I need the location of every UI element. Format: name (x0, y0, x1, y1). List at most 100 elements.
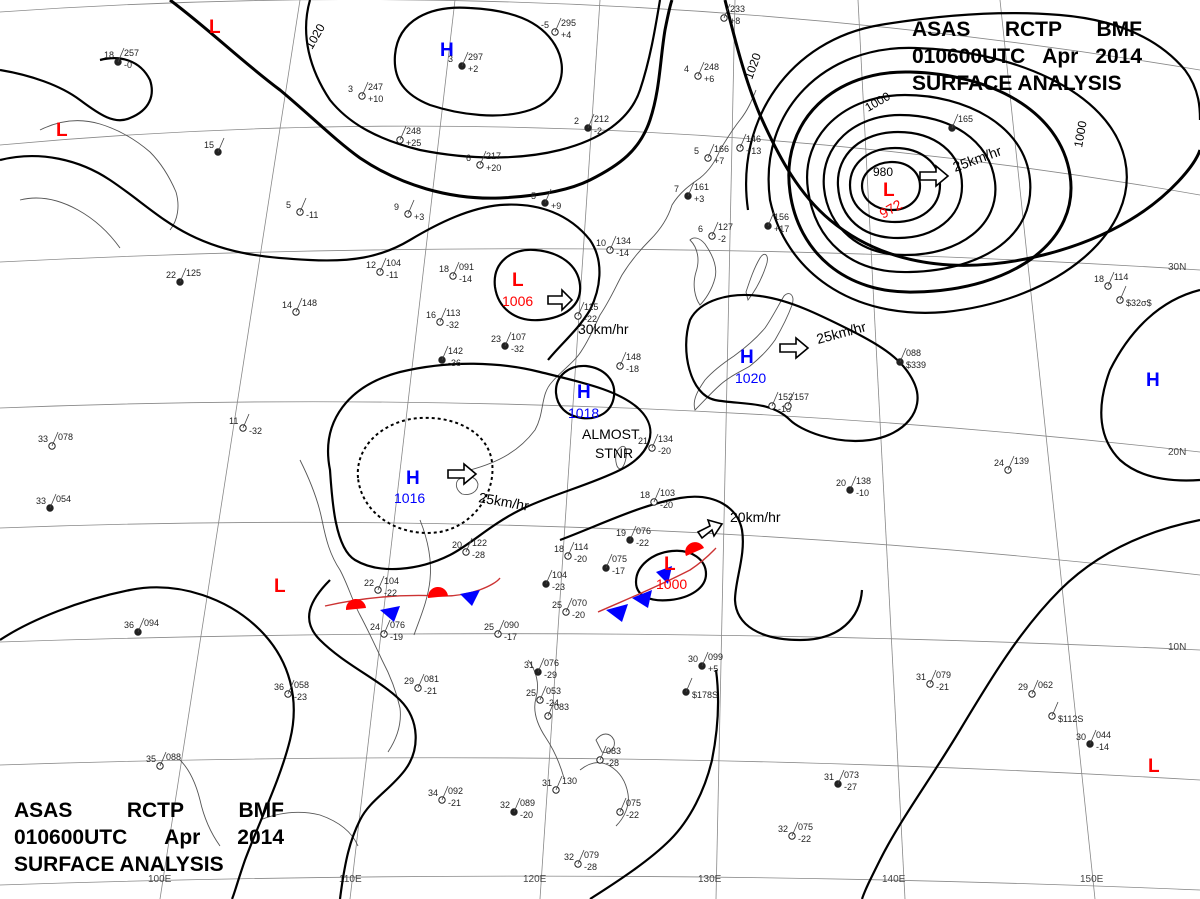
station-pressure: 115 (584, 302, 598, 312)
station-pressure: 148 (302, 298, 317, 308)
station-plot: 12 104 -11 (366, 257, 401, 280)
station-plot: 148-18 (616, 351, 641, 374)
station-plot: 142-36 (438, 345, 463, 368)
wind-barb-icon (544, 188, 552, 204)
wind-barb-icon (1119, 285, 1127, 301)
station-tendency: -14 (459, 274, 472, 284)
wind-barb-icon (117, 47, 125, 63)
motion-arrow-deep-icon (919, 164, 950, 188)
wind-barb-icon (159, 751, 167, 767)
wind-barb-icon (217, 137, 225, 153)
wind-barb-icon (299, 197, 307, 213)
station-plot: 165 (948, 113, 973, 132)
station-tendency: -22 (384, 588, 397, 598)
lon-label-130e: 130E (698, 874, 722, 885)
station-tendency: -22 (798, 834, 811, 844)
station-pressure: 125 (186, 268, 201, 278)
station-tendency: +5 (708, 664, 718, 674)
station-plot: 24 076 -19 (370, 619, 405, 642)
station-plot: 21 134 -20 (638, 433, 673, 456)
station-tendency: -32 (511, 344, 524, 354)
station-tendency: $32σ$ (1126, 298, 1152, 308)
station-temperature: 29 (1018, 682, 1028, 692)
high-value-japan: 1020 (735, 370, 766, 386)
station-tendency: -20 (572, 610, 585, 620)
isobar-west-ring (0, 57, 153, 122)
title-block-top: ASAS RCTP BMF 010600UTC Apr 2014 SURFACE… (912, 16, 1142, 97)
station-temperature: 25 (484, 622, 494, 632)
station-plot: 31 130 (542, 775, 577, 794)
wind-barb-icon (1007, 455, 1015, 471)
station-plot: 157 (784, 391, 809, 410)
wind-barb-icon (771, 391, 779, 407)
station-plot: 30 099 +5 (688, 651, 723, 674)
station-pressure: 130 (562, 776, 577, 786)
station-plot: 9 +3 (394, 199, 424, 222)
station-temperature: 21 (638, 436, 648, 446)
low-symbol-nw2: L (56, 120, 68, 141)
high-value-taiwan: 1018 (568, 405, 599, 421)
station-pressure: 058 (294, 680, 309, 690)
station-temperature: 22 (364, 578, 374, 588)
station-temperature: 4 (684, 64, 689, 74)
station-temperature: 16 (426, 310, 436, 320)
title-product-bottom: BMF (238, 799, 285, 822)
station-plot: 31 076 -29 (524, 657, 559, 680)
station-plot: 30 044 -14 (1076, 729, 1111, 752)
title-agency: ASAS (912, 18, 971, 41)
isobar-wf-outer (559, 495, 864, 642)
station-pressure: 134 (658, 434, 673, 444)
station-tendency: -20 (574, 554, 587, 564)
annotation-line2: STNR (595, 445, 633, 461)
wind-barb-icon (441, 345, 449, 361)
station-tendency: +2 (468, 64, 478, 74)
wind-barb-icon (377, 575, 385, 591)
station-temperature: 15 (204, 140, 214, 150)
isobar-label-980: 980 (873, 165, 893, 179)
station-pressure: 233 (730, 4, 745, 14)
station-plot: 248+25 (396, 125, 421, 148)
wind-barb-icon (739, 133, 747, 149)
station-plot: 19 076 -22 (616, 525, 651, 548)
wind-barb-icon (465, 537, 473, 553)
station-tendency: -18 (626, 364, 639, 374)
isobar-south-low (0, 586, 295, 899)
title-subtitle: SURFACE ANALYSIS (912, 72, 1122, 95)
station-pressure: 247 (368, 82, 383, 92)
station-pressure: 089 (520, 798, 535, 808)
station-pressure: 248 (704, 62, 719, 72)
wind-barb-icon (565, 597, 573, 613)
low-symbol-wf: L (664, 554, 676, 575)
station-pressure: 122 (472, 538, 487, 548)
station-tendency: -20 (660, 500, 673, 510)
wind-barb-icon (711, 221, 719, 237)
station-plot: 5 166 +7 (694, 143, 729, 166)
lat-label-20n: 20N (1168, 447, 1186, 458)
motion-arrows (447, 164, 950, 540)
station-plot: 22 104 -22 (364, 575, 399, 598)
wind-barb-icon (537, 657, 545, 673)
lon-label-120e: 120E (523, 874, 547, 885)
station-pressure: 113 (446, 308, 460, 318)
wind-barb-icon (929, 669, 937, 685)
coastlines (19, 89, 794, 847)
station-pressure: 248 (406, 126, 421, 136)
warm-front-scallop-2 (427, 586, 448, 598)
cold-front-tri-3 (606, 604, 628, 622)
station-plot: 10 134 -14 (596, 235, 631, 258)
wind-barb-icon (479, 150, 487, 166)
motion-arrow-wf-icon (696, 518, 724, 540)
station-pressure: 157 (794, 392, 809, 402)
annotation-line1: ALMOST (582, 426, 640, 442)
wind-barb-icon (619, 797, 627, 813)
station-plot: 075-22 (616, 797, 641, 820)
station-pressure: 091 (459, 262, 474, 272)
station-plot: 2 212 -2 (574, 113, 609, 136)
wind-barb-icon (513, 797, 521, 813)
station-pressure: 078 (58, 432, 73, 442)
station-plot: $178S (682, 677, 718, 700)
wind-barb-icon (555, 775, 563, 791)
wind-barb-icon (399, 125, 407, 141)
